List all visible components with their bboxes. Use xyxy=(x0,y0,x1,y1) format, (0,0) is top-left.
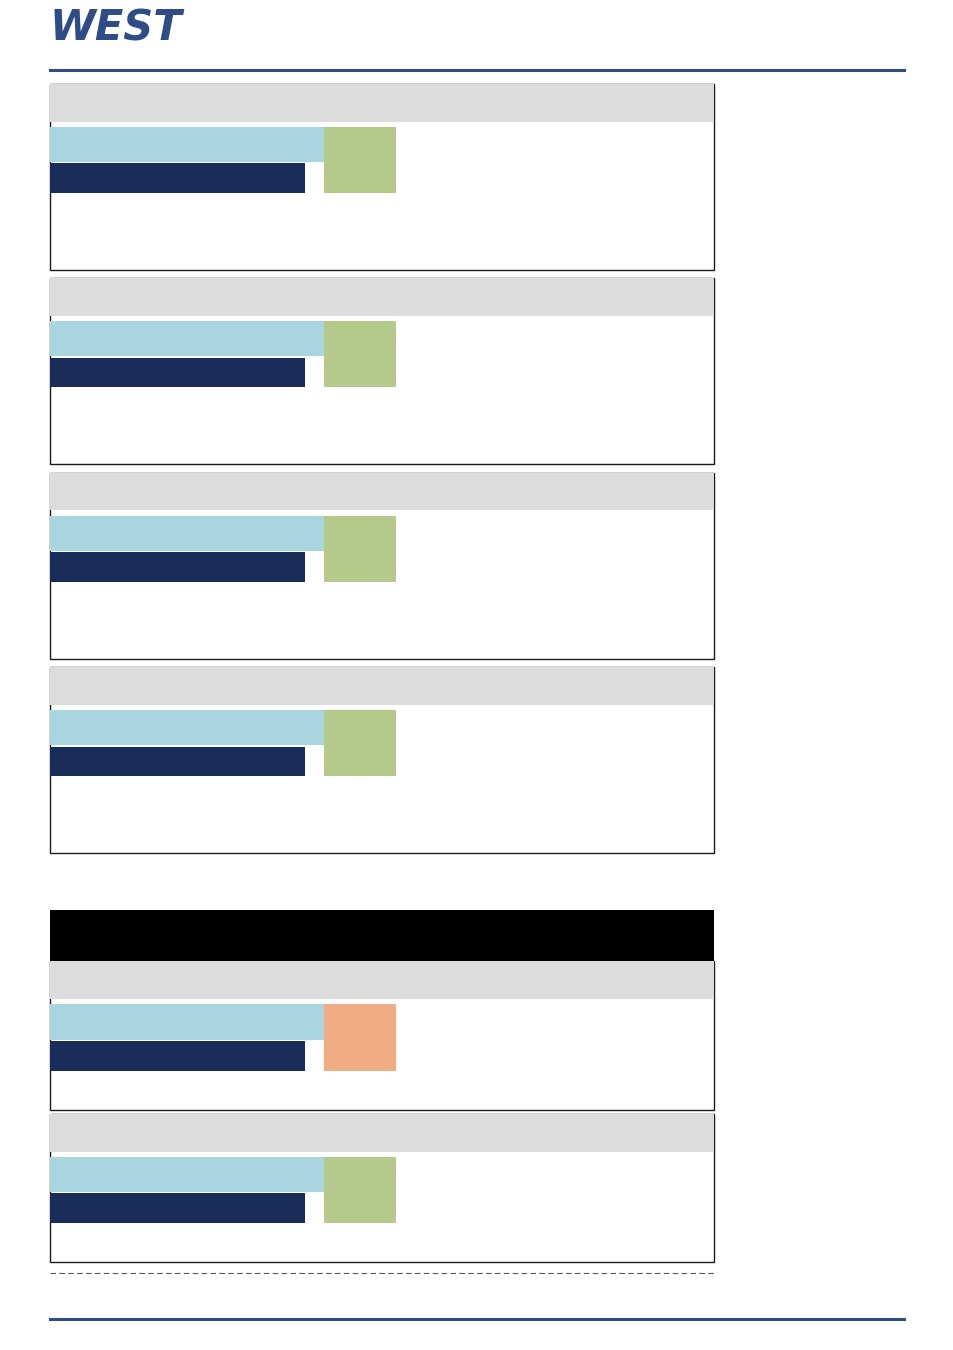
Bar xyxy=(50,1157,324,1192)
Text: WEST: WEST xyxy=(50,8,182,50)
Bar xyxy=(50,163,305,193)
Bar xyxy=(50,1041,305,1071)
Bar xyxy=(50,667,713,705)
Bar xyxy=(50,710,324,745)
Bar xyxy=(50,667,713,853)
Bar xyxy=(50,472,713,659)
Bar xyxy=(50,278,713,464)
Bar xyxy=(324,321,395,387)
Bar xyxy=(324,516,395,582)
Bar xyxy=(50,358,305,387)
Bar xyxy=(50,84,713,122)
Bar xyxy=(324,710,395,776)
Bar xyxy=(50,1193,305,1223)
Bar xyxy=(50,552,305,582)
Bar xyxy=(50,278,713,316)
Bar xyxy=(50,747,305,776)
Bar xyxy=(50,127,324,162)
Bar xyxy=(50,1114,713,1262)
Bar xyxy=(324,1004,395,1071)
Bar xyxy=(50,1004,324,1040)
Bar xyxy=(324,1157,395,1223)
Bar xyxy=(50,472,713,510)
Bar xyxy=(50,516,324,551)
Bar xyxy=(50,84,713,270)
Bar xyxy=(324,127,395,193)
Bar xyxy=(50,910,713,961)
Bar xyxy=(50,961,713,999)
Bar xyxy=(50,321,324,356)
Bar xyxy=(50,961,713,1110)
Bar xyxy=(50,1114,713,1152)
